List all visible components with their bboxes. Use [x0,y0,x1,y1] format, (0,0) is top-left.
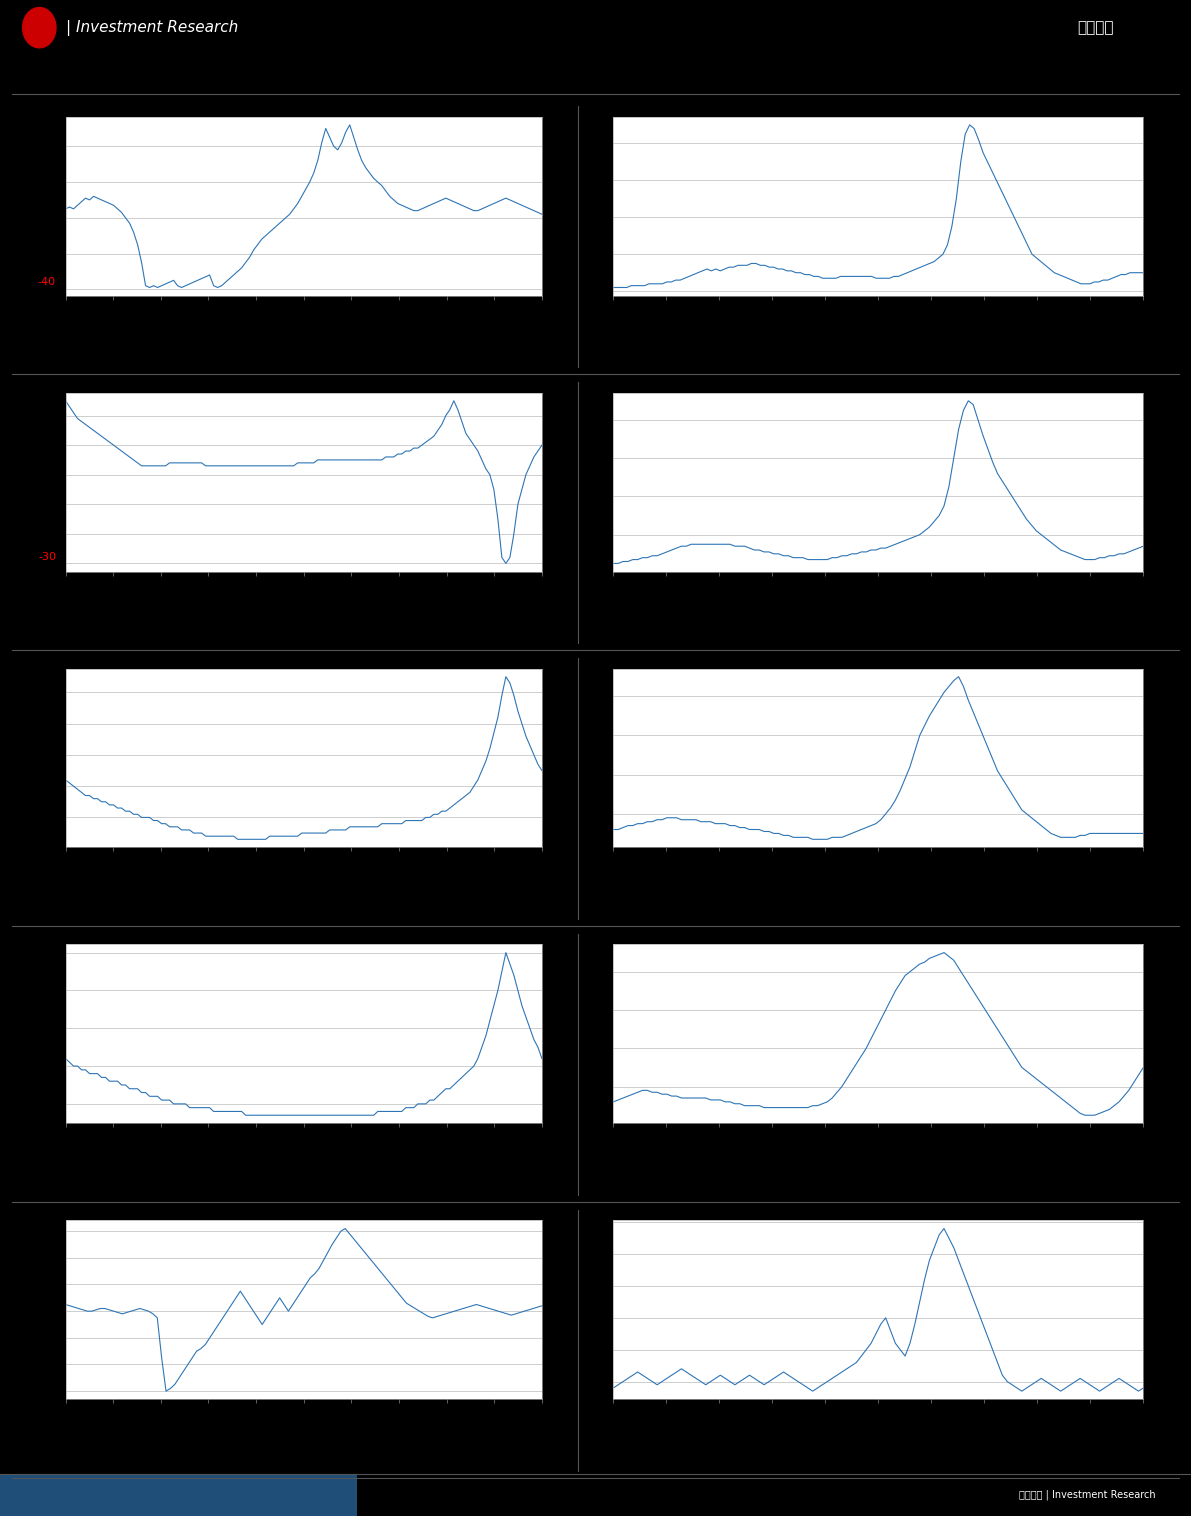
Bar [0,1474,357,1516]
Text: | Investment Research: | Investment Research [66,20,238,36]
Ellipse shape [23,8,56,49]
Text: -30: -30 [38,552,56,562]
Text: -40: -40 [38,276,56,287]
Text: 估值周报: 估值周报 [1077,20,1114,35]
Text: 光大证券 | Investment Research: 光大证券 | Investment Research [1018,1490,1155,1499]
